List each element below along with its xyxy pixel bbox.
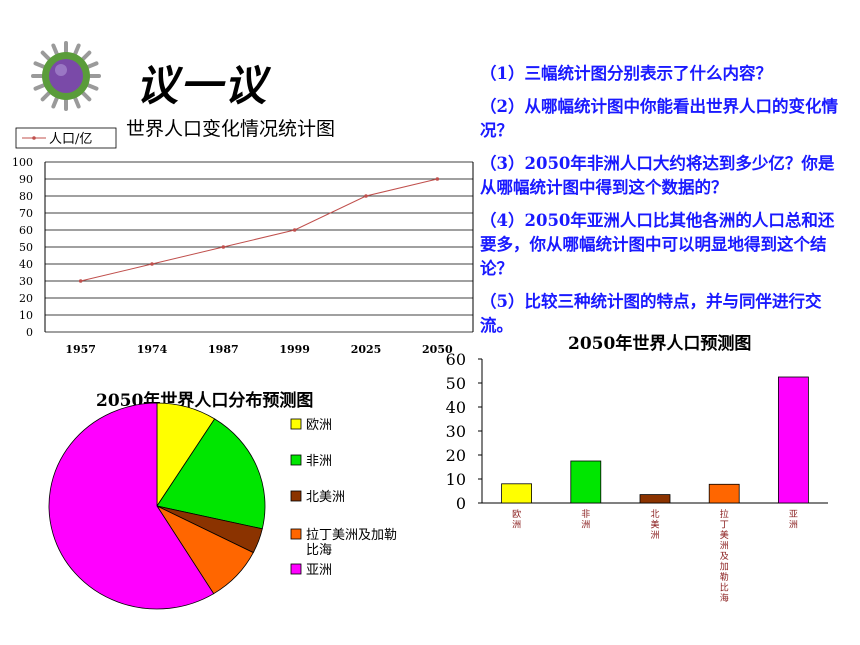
bar <box>639 494 671 504</box>
y-tick-label: 50 <box>19 241 33 254</box>
data-point <box>292 228 297 232</box>
legend-box <box>15 127 117 149</box>
y-tick-label: 20 <box>19 292 33 305</box>
population-line-chart: 0 10 20 30 40 50 60 70 80 90 100 1957 1974 1987 1999 20… <box>12 127 474 356</box>
x-tick-label: 2050 <box>422 343 453 356</box>
bar <box>501 483 532 504</box>
series-line <box>80 178 438 282</box>
x-tick-label: 1999 <box>279 343 310 356</box>
data-point <box>78 279 83 283</box>
y-tick-label: 0 <box>26 326 33 339</box>
y-tick-label: 30 <box>19 275 33 288</box>
data-point <box>221 245 226 249</box>
y-tick-label: 0 <box>456 494 466 513</box>
y-tick-label: 70 <box>19 207 33 220</box>
y-tick-label: 10 <box>446 470 466 489</box>
x-tick-label: 拉丁美洲及加勒比海 <box>720 508 729 604</box>
question-item: （3）2050年非洲人口大约将达到多少亿？你是从哪幅统计图中得到这个数据的？ <box>480 154 835 197</box>
data-point <box>435 177 440 181</box>
y-tick-label: 40 <box>446 398 466 417</box>
question-list: （1）三幅统计图分别表示了什么内容？ （2）从哪幅统计图中你能看出世界人口的变化… <box>480 62 850 347</box>
bar <box>777 376 809 504</box>
x-tick-label: 1974 <box>137 343 168 356</box>
legend-label: 亚洲 <box>306 563 332 578</box>
x-tick-label: 2025 <box>351 343 382 356</box>
pie-slice <box>48 402 215 610</box>
x-tick-label: 1957 <box>65 343 96 356</box>
x-tick-label: 1987 <box>208 343 239 356</box>
y-tick-label: 40 <box>19 258 33 271</box>
question-item: （2）从哪幅统计图中你能看出世界人口的变化情况？ <box>480 97 838 140</box>
virus-emblem-icon <box>31 41 101 111</box>
line-chart-title: 世界人口变化情况统计图 <box>126 118 336 140</box>
question-item: （4）2050年亚洲人口比其他各洲的人口总和还要多，你从哪幅统计图中可以明显地得… <box>480 211 835 278</box>
y-tick-label: 90 <box>19 173 33 186</box>
x-tick-label: 非洲 <box>581 508 590 531</box>
legend-swatch <box>290 528 302 540</box>
population-bar-chart: 0 10 20 30 40 50 60 欧洲 非洲 北美洲 拉丁美洲及加勒比海 亚洲 <box>446 350 828 604</box>
data-point <box>150 262 154 266</box>
question-item: （5）比较三种统计图的特点，并与同伴进行交流。 <box>480 292 822 335</box>
legend-label: 非洲 <box>306 454 332 469</box>
y-tick-label: 30 <box>446 422 466 441</box>
y-tick-label: 20 <box>446 446 466 465</box>
y-tick-label: 80 <box>19 190 33 203</box>
y-tick-label: 10 <box>19 309 33 322</box>
bar <box>708 483 740 504</box>
y-tick-label: 50 <box>446 374 466 393</box>
y-tick-label: 60 <box>446 350 466 369</box>
y-tick-label: 100 <box>12 156 33 169</box>
legend-label: 人口/亿 <box>49 132 92 147</box>
bar-chart-title: 2050年世界人口预测图 <box>568 334 752 354</box>
x-tick-label: 欧洲 <box>512 508 521 531</box>
legend-label: 北美洲 <box>306 490 345 505</box>
y-tick-label: 60 <box>19 224 33 237</box>
x-tick-label: 北美洲 <box>650 509 659 541</box>
x-tick-label: 亚洲 <box>789 509 798 531</box>
legend-swatch <box>290 563 302 575</box>
pie-slice <box>156 418 266 530</box>
legend-marker <box>32 136 36 140</box>
page-heading: 议一议 <box>136 61 269 110</box>
legend-label: 欧洲 <box>306 418 332 433</box>
data-point <box>364 194 368 198</box>
legend-swatch <box>290 418 302 430</box>
legend-swatch <box>290 490 302 502</box>
legend-swatch <box>290 454 302 466</box>
legend-label: 拉丁美洲及加勒比海 <box>306 528 397 558</box>
bar <box>570 460 602 504</box>
question-item: （1）三幅统计图分别表示了什么内容？ <box>480 64 772 83</box>
